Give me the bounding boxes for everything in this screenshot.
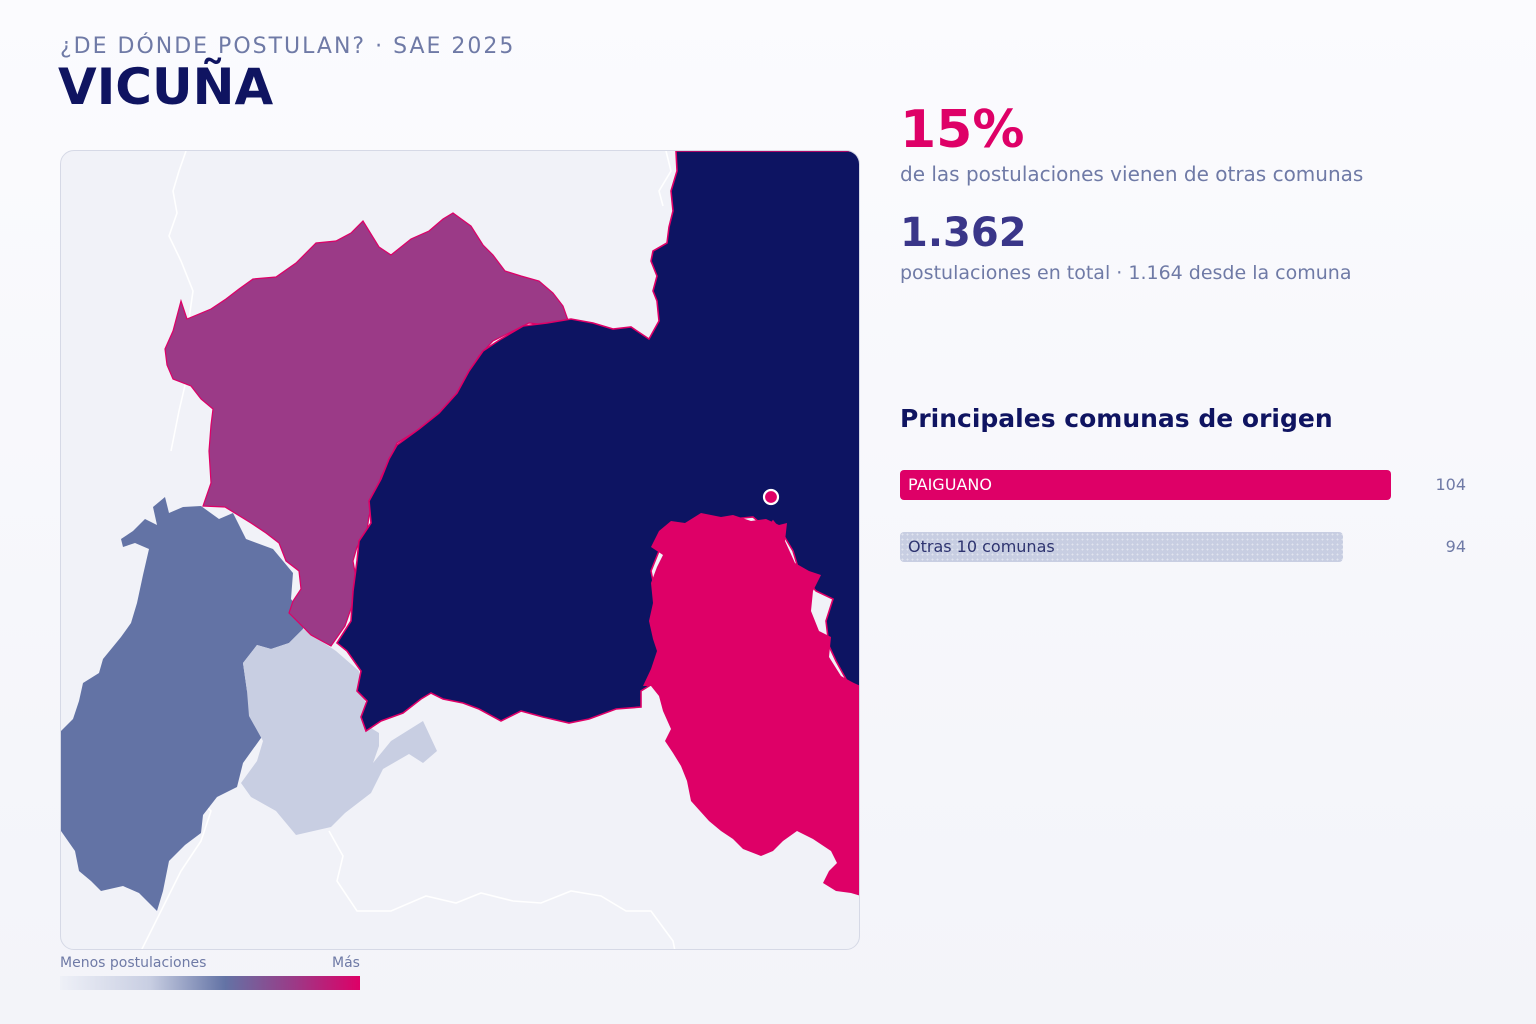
legend-max-label: Más (332, 955, 360, 971)
total-applications-caption: postulaciones en total · 1.164 desde la … (900, 262, 1352, 284)
ranking-value: 104 (1435, 475, 1466, 494)
region-highest-commune[interactable] (643, 513, 860, 896)
page-title: VICUÑA (58, 58, 274, 116)
ranking-bar: Otras 10 comunas (900, 532, 1343, 562)
ranking-bar: PAIGUANO (900, 470, 1391, 500)
circle-marker-icon[interactable] (762, 488, 780, 506)
map-svg (61, 151, 860, 949)
external-share-caption: de las postulaciones vienen de otras com… (900, 162, 1364, 186)
map-kicker: ¿DE DÓNDE POSTULAN? · SAE 2025 (60, 34, 516, 59)
choropleth-map (60, 150, 860, 950)
ranking-row: PAIGUANO 104 (900, 470, 1466, 500)
legend-gradient-bar (60, 976, 360, 990)
boundary-line (328, 830, 676, 949)
ranking-value: 94 (1445, 537, 1466, 556)
boundary-line (168, 151, 200, 452)
external-share-percent: 15% (900, 100, 1025, 160)
total-applications: 1.362 (900, 210, 1027, 256)
boundary-line (658, 151, 672, 207)
ranking-title: Principales comunas de origen (900, 404, 1333, 433)
legend-min-label: Menos postulaciones (60, 955, 207, 971)
region-coastal-commune[interactable] (61, 497, 311, 911)
region-low-commune[interactable] (241, 629, 437, 835)
ranking-row: Otras 10 comunas 94 (900, 532, 1466, 562)
